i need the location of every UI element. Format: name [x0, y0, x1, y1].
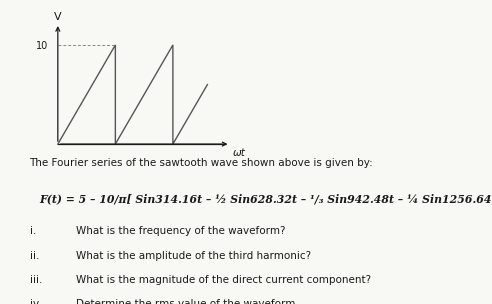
Text: Determine the rms value of the waveform.: Determine the rms value of the waveform.: [76, 299, 299, 304]
Text: ωt: ωt: [233, 148, 246, 158]
Text: What is the amplitude of the third harmonic?: What is the amplitude of the third harmo…: [76, 251, 311, 261]
Text: The Fourier series of the sawtooth wave shown above is given by:: The Fourier series of the sawtooth wave …: [30, 158, 373, 168]
Text: What is the magnitude of the direct current component?: What is the magnitude of the direct curr…: [76, 275, 371, 285]
Text: F(t) = 5 – 10/π[ Sin314.16t – ½ Sin628.32t – ¹/₃ Sin942.48t – ¼ Sin1256.64t –..]: F(t) = 5 – 10/π[ Sin314.16t – ½ Sin628.3…: [39, 193, 492, 204]
Text: V: V: [54, 12, 62, 22]
Text: What is the frequency of the waveform?: What is the frequency of the waveform?: [76, 226, 286, 237]
Text: iii.: iii.: [30, 275, 42, 285]
Text: i.: i.: [30, 226, 36, 237]
Text: ii.: ii.: [30, 251, 39, 261]
Text: iv.: iv.: [30, 299, 41, 304]
